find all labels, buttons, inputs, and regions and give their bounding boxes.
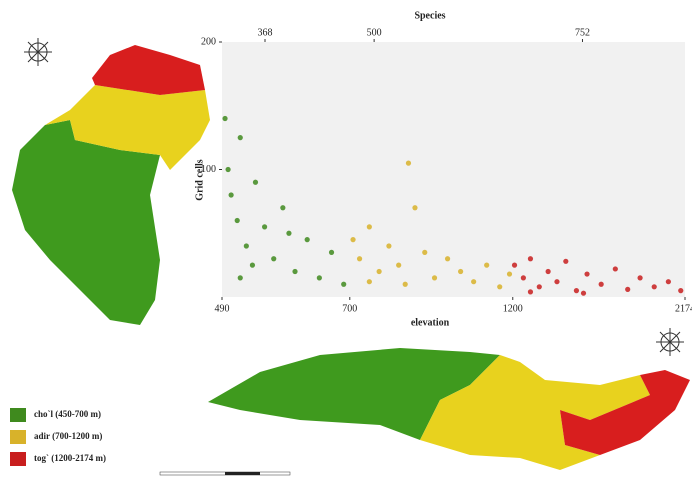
- point: [574, 288, 579, 293]
- legend-label: tog` (1200-2174 m): [34, 453, 106, 463]
- x-tick-label: 2174: [675, 303, 692, 314]
- point: [652, 284, 657, 289]
- point: [445, 256, 450, 261]
- point: [497, 284, 502, 289]
- point: [432, 275, 437, 280]
- legend-swatch: [10, 430, 26, 444]
- x-tick-label: 1200: [503, 303, 523, 314]
- point: [412, 205, 417, 210]
- point: [507, 271, 512, 276]
- compass: [656, 328, 684, 356]
- point: [625, 287, 630, 292]
- point: [396, 263, 401, 268]
- scale-bar: [160, 472, 290, 475]
- point: [222, 116, 227, 121]
- point: [521, 275, 526, 280]
- point: [546, 269, 551, 274]
- point: [528, 289, 533, 294]
- point: [305, 237, 310, 242]
- point: [286, 231, 291, 236]
- point: [528, 256, 533, 261]
- y-tick-label: 100: [201, 164, 216, 175]
- legend-swatch: [10, 408, 26, 422]
- top-tick-label: 752: [575, 27, 590, 38]
- point: [244, 243, 249, 248]
- left-map: [12, 45, 210, 325]
- legend-swatch: [10, 452, 26, 466]
- x-tick-label: 700: [342, 303, 357, 314]
- point: [292, 269, 297, 274]
- figure: Species elevation Grid cells 49070012002…: [0, 0, 692, 482]
- point: [458, 269, 463, 274]
- point: [666, 279, 671, 284]
- point: [350, 237, 355, 242]
- plot-area: [222, 42, 685, 297]
- point: [403, 282, 408, 287]
- point: [317, 275, 322, 280]
- point: [422, 250, 427, 255]
- point: [235, 218, 240, 223]
- point: [238, 275, 243, 280]
- point: [341, 282, 346, 287]
- legend-label: adir (700-1200 m): [34, 431, 102, 441]
- point: [678, 288, 683, 293]
- top-tick-label: 500: [367, 27, 382, 38]
- point: [367, 224, 372, 229]
- legend-label: cho`l (450-700 m): [34, 409, 101, 419]
- point: [357, 256, 362, 261]
- point: [563, 259, 568, 264]
- point: [554, 279, 559, 284]
- point: [406, 161, 411, 166]
- point: [512, 263, 517, 268]
- point: [613, 266, 618, 271]
- point: [225, 167, 230, 172]
- point: [229, 192, 234, 197]
- point: [271, 256, 276, 261]
- point: [280, 205, 285, 210]
- y-tick-label: 200: [201, 36, 216, 47]
- point: [329, 250, 334, 255]
- point: [238, 135, 243, 140]
- point: [386, 243, 391, 248]
- point: [584, 271, 589, 276]
- point: [484, 263, 489, 268]
- bottom-map: [208, 348, 690, 470]
- page: {"chart_data": {"type": "scatter", "titl…: [0, 0, 692, 482]
- point: [377, 269, 382, 274]
- point: [367, 279, 372, 284]
- compass: [24, 38, 52, 66]
- point: [471, 279, 476, 284]
- top-tick-label: 368: [257, 27, 272, 38]
- point: [537, 284, 542, 289]
- point: [250, 263, 255, 268]
- top-axis-title: Species: [414, 10, 445, 21]
- point: [637, 275, 642, 280]
- point: [599, 282, 604, 287]
- x-tick-label: 490: [215, 303, 230, 314]
- point: [253, 180, 258, 185]
- x-axis-title: elevation: [411, 317, 450, 328]
- point: [262, 224, 267, 229]
- point: [581, 291, 586, 296]
